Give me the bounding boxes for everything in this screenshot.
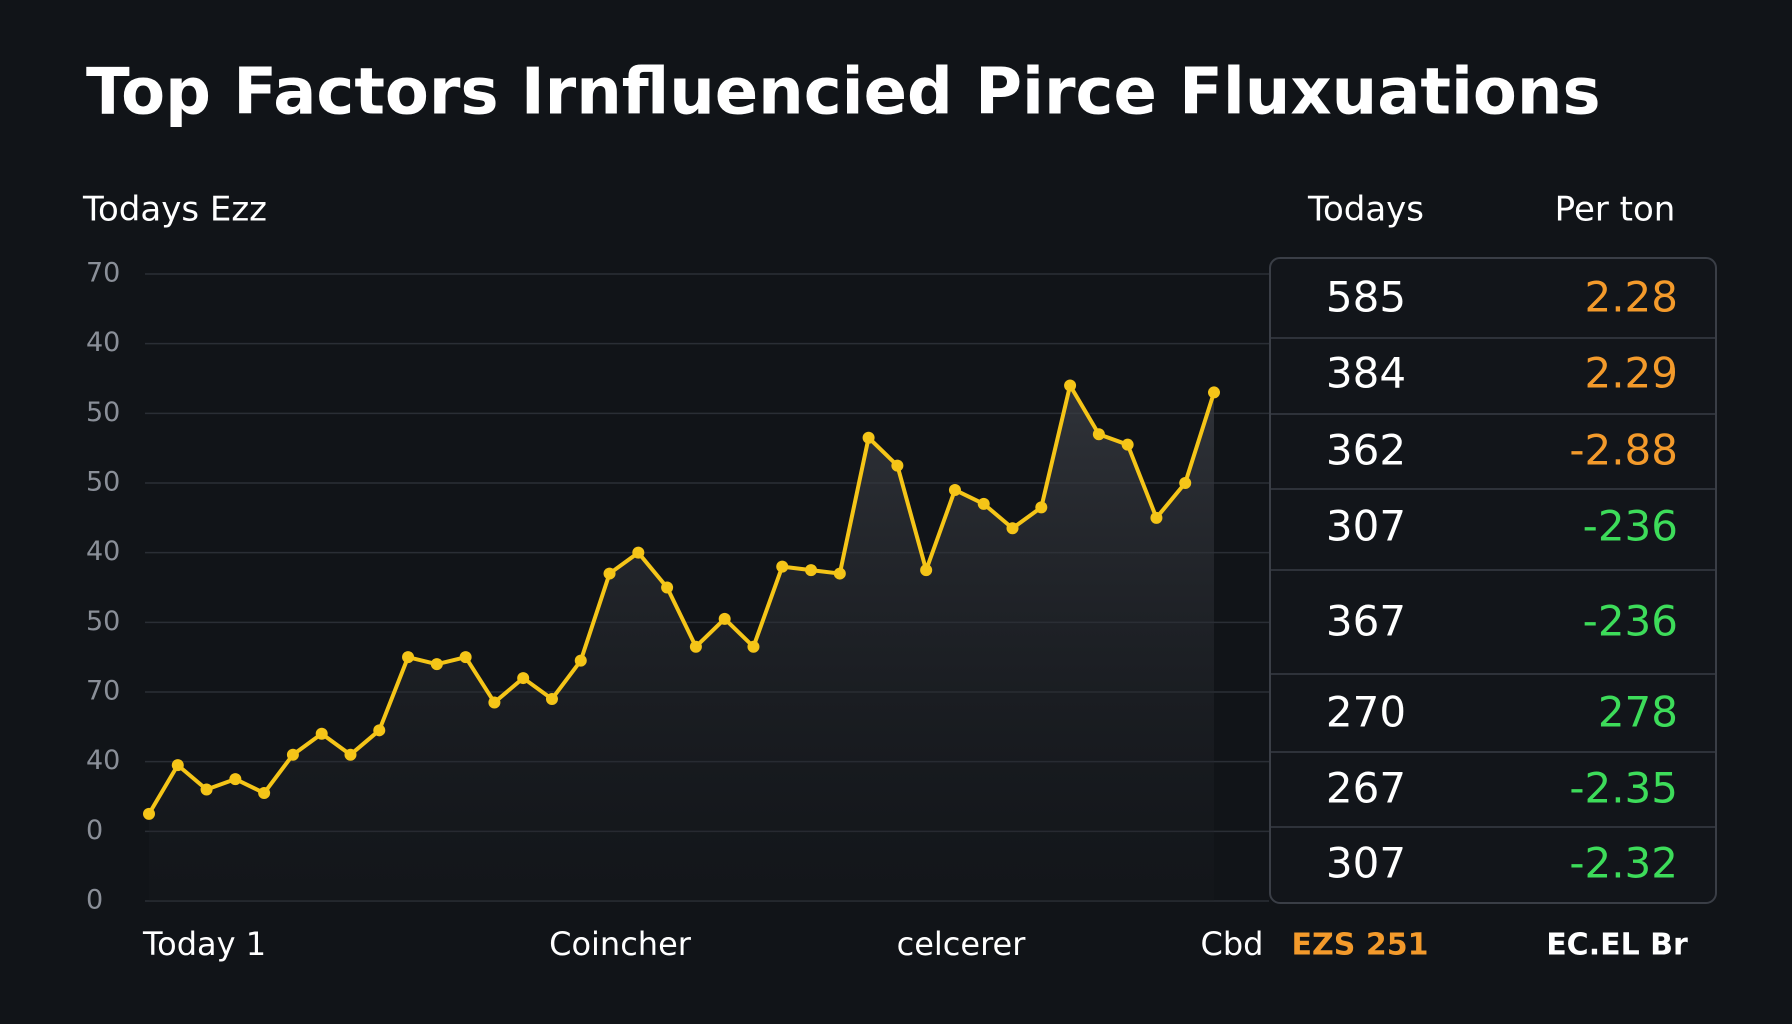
today-value: 367 [1326, 597, 1406, 646]
point [948, 483, 961, 496]
point [747, 640, 760, 653]
point [402, 651, 415, 664]
y-tick-label: 50 [86, 397, 120, 428]
y-tick-label: 0 [86, 815, 103, 846]
point [286, 748, 299, 761]
point [1179, 477, 1192, 489]
per-ton-value: -2.88 [1569, 426, 1678, 475]
point [862, 431, 875, 444]
per-ton-value: -2.35 [1569, 764, 1678, 813]
point [171, 759, 184, 772]
today-value: 307 [1326, 839, 1406, 888]
x-tick-label: Today 1 [142, 925, 266, 963]
point [488, 696, 501, 709]
point [315, 727, 328, 740]
point [459, 651, 472, 664]
point [661, 581, 674, 594]
footer-label: EZS 251 [1292, 928, 1429, 963]
point [1064, 379, 1077, 392]
table-box [1269, 257, 1717, 904]
table: Todays Per ton 585 2.28 384 2.29 362 -2.88 307 -2… [1271, 190, 1715, 963]
today-value: 307 [1326, 502, 1406, 551]
point [373, 724, 386, 737]
chart-title: Top Factors Irnfluencied Pirce Fluxuatio… [86, 56, 1601, 130]
point [920, 564, 933, 577]
point [1208, 386, 1220, 399]
point [1006, 522, 1019, 535]
point [344, 748, 357, 761]
point [1092, 428, 1105, 441]
column-header: Per ton [1555, 190, 1676, 230]
point [517, 672, 530, 685]
y-tick-label: 50 [86, 467, 120, 498]
today-value: 384 [1326, 349, 1406, 398]
point [574, 654, 587, 667]
y-tick-label: 40 [86, 745, 120, 776]
point [776, 560, 789, 573]
point [1121, 438, 1134, 451]
per-ton-value: 2.29 [1584, 349, 1678, 398]
today-value: 270 [1326, 688, 1406, 737]
x-tick-label: celcerer [897, 925, 1027, 963]
point [143, 807, 155, 820]
y-tick-label: 70 [86, 258, 120, 289]
subtitle: Todays Ezz [82, 190, 267, 230]
today-value: 362 [1326, 426, 1406, 475]
per-ton-value: -236 [1583, 597, 1678, 646]
point [977, 497, 990, 510]
y-tick-label: 40 [86, 327, 120, 358]
y-tick-label: 0 [86, 885, 103, 916]
point [833, 567, 846, 580]
today-value: 267 [1326, 764, 1406, 813]
point [1035, 501, 1048, 514]
point [258, 787, 271, 800]
x-tick-label: Cbd [1201, 925, 1264, 963]
point [632, 546, 645, 559]
footer-label: EC.EL Br [1546, 928, 1688, 963]
point [545, 692, 558, 705]
column-header: Todays [1307, 190, 1424, 230]
per-ton-value: 2.28 [1584, 273, 1678, 322]
per-ton-value: -2.32 [1569, 839, 1678, 888]
point [718, 612, 731, 625]
plot: 70 40 50 50 40 50 70 40 0 0 Today 1 Coincher celcere… [86, 258, 1269, 963]
point [430, 658, 443, 671]
point [689, 640, 702, 653]
per-ton-value: 278 [1598, 688, 1678, 737]
x-tick-label: Coincher [549, 925, 692, 963]
point [1150, 511, 1163, 524]
today-value: 585 [1326, 273, 1406, 322]
y-tick-label: 70 [86, 676, 120, 707]
y-tick-label: 50 [86, 606, 120, 637]
point [603, 567, 616, 580]
per-ton-value: -236 [1583, 502, 1678, 551]
y-tick-label: 40 [86, 536, 120, 567]
point [891, 459, 904, 472]
point [229, 773, 242, 786]
point [200, 783, 213, 796]
point [805, 564, 818, 577]
